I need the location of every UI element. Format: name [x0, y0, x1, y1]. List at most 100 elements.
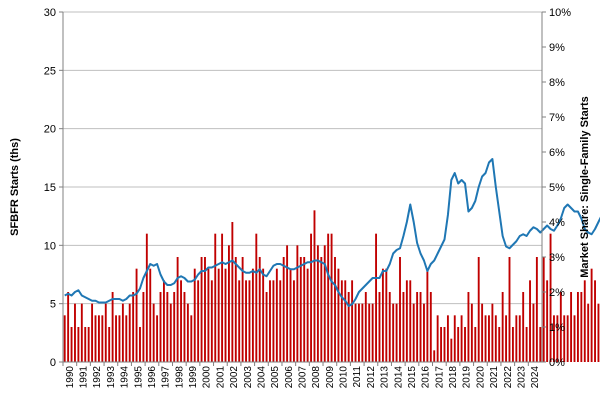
- bar: [453, 315, 456, 362]
- y2-tick-label: 3%: [549, 252, 565, 264]
- bar: [532, 303, 535, 362]
- bar: [576, 292, 579, 362]
- x-tick-label: 2001: [215, 366, 226, 389]
- bar: [570, 292, 573, 362]
- bar: [265, 292, 268, 362]
- x-tick-label: 1995: [133, 366, 144, 389]
- bar: [248, 280, 251, 362]
- bar: [269, 280, 271, 362]
- bar: [303, 257, 306, 362]
- bar: [327, 233, 330, 362]
- bar: [546, 280, 549, 362]
- bar: [238, 280, 241, 362]
- bar: [470, 303, 473, 362]
- bar: [132, 292, 135, 362]
- bar: [587, 303, 590, 362]
- bar: [149, 268, 152, 362]
- bar: [518, 315, 521, 362]
- y-tick-label: 20: [44, 124, 56, 136]
- x-tick-label: 2003: [243, 366, 254, 389]
- bar: [566, 315, 569, 362]
- bar: [563, 315, 566, 362]
- bar: [169, 303, 172, 362]
- bar: [282, 257, 285, 362]
- bar: [361, 303, 364, 362]
- bar: [529, 280, 531, 362]
- bar: [344, 280, 347, 362]
- bar: [111, 292, 114, 362]
- y2-tick-label: 5%: [549, 182, 565, 194]
- x-tick-label: 2017: [434, 366, 445, 389]
- y2-tick-label: 6%: [549, 147, 565, 159]
- bar: [262, 268, 265, 362]
- bar: [94, 315, 97, 362]
- y-tick-label: 25: [44, 65, 56, 77]
- bar: [467, 292, 470, 362]
- bar: [340, 280, 343, 362]
- bar: [200, 257, 203, 362]
- bar: [128, 303, 131, 362]
- bar: [221, 233, 224, 362]
- bar: [193, 268, 196, 362]
- bar: [412, 303, 415, 362]
- bar: [313, 210, 316, 362]
- bar: [429, 292, 432, 362]
- bar: [522, 292, 525, 362]
- y-tick-label: 5: [50, 299, 56, 311]
- bar: [299, 257, 302, 362]
- bar: [553, 315, 555, 362]
- bar: [135, 268, 138, 362]
- bar: [320, 257, 323, 362]
- x-tick-label: 2000: [202, 366, 213, 389]
- right-axis-title: Market Share: Single-Family Starts: [579, 96, 591, 278]
- bar: [385, 268, 388, 362]
- x-tick-label: 1999: [188, 366, 199, 389]
- bar: [381, 268, 384, 362]
- x-tick-label: 2010: [339, 366, 350, 389]
- bar: [399, 257, 401, 362]
- x-tick-label: 1997: [161, 366, 172, 389]
- bar: [323, 245, 326, 362]
- bar: [84, 327, 87, 362]
- bar: [433, 350, 436, 362]
- x-tick-label: 2024: [530, 366, 541, 389]
- x-tick-label: 1994: [120, 366, 131, 389]
- bar: [217, 268, 220, 362]
- bar: [183, 292, 186, 362]
- bar: [580, 292, 583, 362]
- x-tick-label: 2018: [448, 366, 459, 389]
- bar: [583, 280, 586, 362]
- bar: [231, 222, 234, 362]
- bar: [347, 292, 350, 362]
- bar: [457, 327, 460, 362]
- bar: [597, 303, 600, 362]
- bar: [388, 292, 391, 362]
- bar: [176, 257, 179, 362]
- bar: [440, 327, 443, 362]
- bar-series: [63, 210, 600, 362]
- bar: [286, 245, 289, 362]
- market-share-line-series: [64, 158, 600, 307]
- bar: [446, 315, 449, 362]
- bar: [371, 303, 374, 362]
- bar: [74, 303, 76, 362]
- y-tick-label: 10: [44, 240, 56, 252]
- bar: [70, 327, 73, 362]
- bar: [162, 280, 165, 362]
- bar: [214, 233, 217, 362]
- bar: [255, 233, 258, 362]
- bar: [210, 280, 213, 362]
- bar: [351, 280, 354, 362]
- x-tick-label: 2007: [298, 366, 309, 389]
- y-tick-label: 0: [50, 357, 56, 369]
- x-tick-label: 1998: [174, 366, 185, 389]
- bar: [498, 327, 501, 362]
- y2-tick-label: 7%: [549, 112, 565, 124]
- x-tick-label: 1993: [106, 366, 117, 389]
- bar: [80, 303, 83, 362]
- bar: [573, 315, 576, 362]
- bar: [423, 303, 425, 362]
- bar: [375, 233, 378, 362]
- y2-tick-label: 9%: [549, 42, 565, 54]
